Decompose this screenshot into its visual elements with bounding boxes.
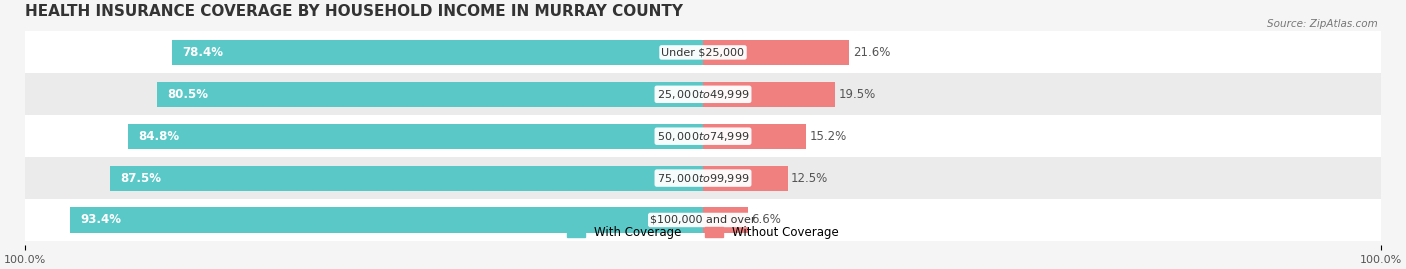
- Bar: [703, 124, 806, 149]
- Text: 15.2%: 15.2%: [810, 130, 846, 143]
- Text: $100,000 and over: $100,000 and over: [650, 215, 756, 225]
- Bar: [703, 40, 849, 65]
- Text: 21.6%: 21.6%: [853, 46, 890, 59]
- Text: Under $25,000: Under $25,000: [661, 47, 745, 57]
- Text: 87.5%: 87.5%: [120, 172, 162, 185]
- Bar: [25, 31, 1381, 73]
- Text: HEALTH INSURANCE COVERAGE BY HOUSEHOLD INCOME IN MURRAY COUNTY: HEALTH INSURANCE COVERAGE BY HOUSEHOLD I…: [25, 4, 683, 19]
- Bar: [110, 165, 703, 191]
- Bar: [703, 165, 787, 191]
- Legend: With Coverage, Without Coverage: With Coverage, Without Coverage: [562, 221, 844, 243]
- Text: 19.5%: 19.5%: [838, 88, 876, 101]
- Text: 6.6%: 6.6%: [751, 214, 780, 226]
- Text: 12.5%: 12.5%: [792, 172, 828, 185]
- Bar: [25, 73, 1381, 115]
- Bar: [25, 157, 1381, 199]
- Text: $25,000 to $49,999: $25,000 to $49,999: [657, 88, 749, 101]
- Text: 93.4%: 93.4%: [80, 214, 121, 226]
- Text: $75,000 to $99,999: $75,000 to $99,999: [657, 172, 749, 185]
- Bar: [172, 40, 703, 65]
- Bar: [703, 207, 748, 232]
- Bar: [25, 199, 1381, 241]
- Text: 84.8%: 84.8%: [138, 130, 180, 143]
- Bar: [703, 82, 835, 107]
- Bar: [25, 115, 1381, 157]
- Bar: [70, 207, 703, 232]
- Bar: [128, 124, 703, 149]
- Text: $50,000 to $74,999: $50,000 to $74,999: [657, 130, 749, 143]
- Text: 78.4%: 78.4%: [181, 46, 222, 59]
- Text: Source: ZipAtlas.com: Source: ZipAtlas.com: [1267, 19, 1378, 29]
- Text: 80.5%: 80.5%: [167, 88, 208, 101]
- Bar: [157, 82, 703, 107]
